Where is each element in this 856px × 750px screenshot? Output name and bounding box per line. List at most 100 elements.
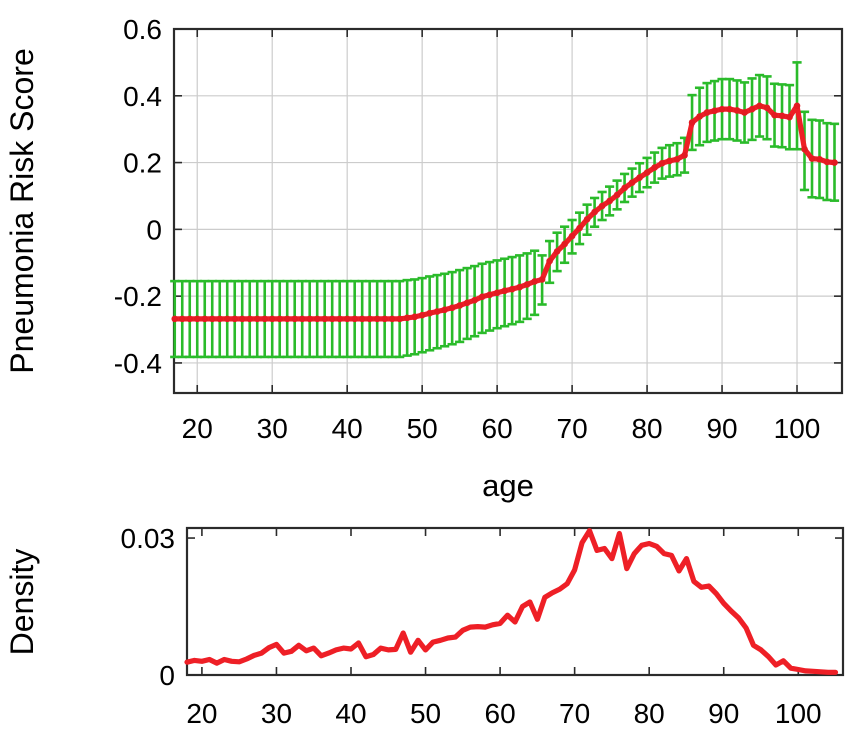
risk-mean-dot	[478, 293, 486, 301]
risk-mean-dot	[546, 257, 553, 265]
y-tick-label: 0.2	[123, 148, 162, 179]
risk-mean-dot	[553, 248, 561, 255]
age-x-axis-title: age	[482, 468, 534, 503]
risk-mean-dot	[216, 315, 224, 323]
risk-mean-dot	[313, 315, 321, 323]
risk-mean-dot	[291, 315, 299, 323]
risk-mean-dot	[411, 313, 418, 321]
risk-mean-dot	[621, 184, 628, 192]
risk-mean-dot	[771, 111, 778, 119]
risk-mean-dot	[403, 314, 411, 322]
risk-mean-dot	[681, 151, 688, 159]
x-tick-label: 90	[708, 698, 739, 729]
risk-mean-dot	[193, 315, 201, 323]
risk-mean-dot	[186, 315, 194, 323]
risk-mean-dot	[343, 315, 351, 323]
risk-mean-dot	[748, 105, 756, 113]
y-tick-label: 0.6	[123, 14, 162, 45]
risk-mean-dot	[366, 315, 373, 323]
risk-mean-dot	[666, 157, 673, 165]
risk-mean-dot	[741, 109, 748, 116]
risk-mean-dot	[688, 119, 696, 126]
risk-mean-dot	[831, 159, 838, 166]
risk-mean-dot	[396, 315, 403, 323]
risk-mean-dots	[171, 102, 838, 323]
x-tick-label: 20	[186, 698, 217, 729]
risk-mean-dot	[448, 304, 456, 312]
risk-mean-dot	[418, 311, 426, 319]
risk-mean-dot	[486, 291, 493, 299]
risk-mean-dot	[351, 315, 358, 323]
risk-mean-dot	[373, 315, 381, 323]
density-line	[184, 528, 839, 675]
risk-mean-dot	[583, 216, 591, 223]
risk-mean-dot	[628, 179, 636, 186]
x-tick-label: 40	[332, 413, 363, 444]
risk-mean-dot	[171, 315, 179, 323]
risk-mean-dot	[756, 102, 763, 110]
x-tick-label: 80	[631, 413, 662, 444]
risk-mean-dot	[201, 315, 209, 323]
risk-mean-dot	[786, 113, 793, 121]
x-tick-label: 80	[634, 698, 665, 729]
risk-mean-dot	[823, 158, 831, 166]
risk-mean-dot	[456, 302, 463, 309]
risk-mean-dot	[508, 285, 516, 293]
plot-border	[172, 27, 844, 395]
risk-mean-dot	[606, 197, 613, 205]
risk-mean-dot	[778, 112, 786, 120]
risk-mean-dot	[703, 109, 711, 116]
plot-border	[185, 526, 845, 677]
risk-mean-dot	[471, 296, 478, 304]
risk-mean-dot	[801, 145, 808, 153]
risk-mean-dot	[636, 174, 643, 181]
risk-mean-dot	[531, 278, 538, 285]
risk-mean-dot	[643, 169, 651, 176]
risk-mean-dot	[673, 155, 681, 163]
risk-mean-dot	[658, 159, 666, 167]
x-tick-label: 70	[557, 413, 588, 444]
risk-mean-dot	[598, 202, 606, 210]
risk-mean-dot	[433, 308, 441, 315]
risk-mean-dot	[283, 315, 291, 323]
risk-mean-dot	[561, 240, 568, 248]
risk-y-axis-title: Pneumonia Risk Score	[4, 48, 40, 373]
risk-mean-dot	[208, 315, 216, 323]
risk-mean-dot	[501, 287, 508, 295]
risk-mean-dot	[568, 232, 576, 240]
y-tick-label: 0.03	[121, 523, 176, 554]
risk-mean-dot	[388, 315, 396, 323]
risk-mean-dot	[298, 315, 306, 323]
y-tick-label: 0.4	[123, 81, 162, 112]
risk-mean-dot	[696, 113, 703, 120]
y-tick-label: -0.2	[114, 281, 162, 312]
density-y-axis-title: Density	[4, 549, 40, 656]
y-tick-label: 0	[159, 660, 175, 691]
risk-mean-dot	[223, 315, 231, 323]
risk-mean-dot	[238, 315, 246, 323]
risk-mean-dot	[711, 107, 718, 115]
risk-mean-dot	[613, 191, 621, 199]
risk-mean-dot	[426, 309, 433, 317]
risk-mean-dot	[261, 315, 269, 323]
risk-mean-dot	[358, 315, 366, 323]
risk-mean-dot	[246, 315, 254, 323]
x-tick-label: 60	[482, 413, 513, 444]
risk-mean-dot	[336, 315, 343, 323]
risk-mean-dot	[321, 315, 328, 323]
risk-mean-dot	[763, 104, 771, 112]
age-density-chart: 20 30 40 50 60 70 80 90 100 0.03 0	[121, 523, 845, 729]
risk-mean-dot	[441, 306, 448, 314]
x-tick-label: 100	[775, 698, 822, 729]
x-tick-label: 50	[407, 413, 438, 444]
risk-mean-dot	[328, 315, 336, 323]
risk-mean-dot	[381, 315, 388, 323]
risk-mean-dot	[718, 105, 726, 113]
x-tick-label: 60	[485, 698, 516, 729]
error-bars	[170, 61, 840, 359]
risk-mean-dot	[253, 315, 261, 323]
x-tick-label: 20	[182, 413, 213, 444]
risk-mean-dot	[516, 283, 523, 291]
